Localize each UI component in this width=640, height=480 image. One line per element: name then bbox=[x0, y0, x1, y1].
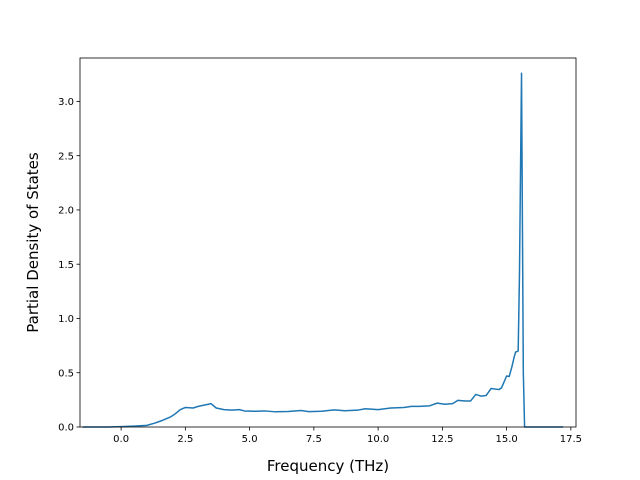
plot-layer bbox=[82, 72, 564, 428]
x-tick-label: 7.5 bbox=[306, 434, 322, 445]
x-tick-label: 15.0 bbox=[495, 434, 517, 445]
y-tick-label: 0.5 bbox=[58, 368, 74, 379]
x-tick-label: 0.0 bbox=[113, 434, 129, 445]
axes-frame bbox=[79, 57, 577, 428]
y-axis-title: Partial Density of States bbox=[24, 152, 42, 333]
x-tick-label: 10.0 bbox=[367, 434, 389, 445]
y-tick-label: 2.0 bbox=[58, 206, 74, 217]
x-tick-label: 17.5 bbox=[560, 434, 582, 445]
y-tick-label: 1.0 bbox=[58, 314, 74, 325]
y-axis-ticks: 0.0 0.5 1.0 1.5 2.0 2.5 3.0 bbox=[58, 97, 80, 434]
x-tick-label: 5.0 bbox=[242, 434, 258, 445]
x-tick-label: 2.5 bbox=[177, 434, 193, 445]
y-tick-label: 3.0 bbox=[58, 97, 74, 108]
x-tick-label: 12.5 bbox=[431, 434, 453, 445]
y-tick-label: 0.0 bbox=[58, 423, 74, 434]
y-tick-label: 2.5 bbox=[58, 151, 74, 162]
y-tick-label: 1.5 bbox=[58, 260, 74, 271]
pdos-series-line-0 bbox=[82, 72, 564, 428]
x-axis-ticks: 0.0 2.5 5.0 7.5 10.0 12.5 15.0 17.5 bbox=[113, 427, 582, 445]
x-axis-title: Frequency (THz) bbox=[267, 457, 389, 475]
